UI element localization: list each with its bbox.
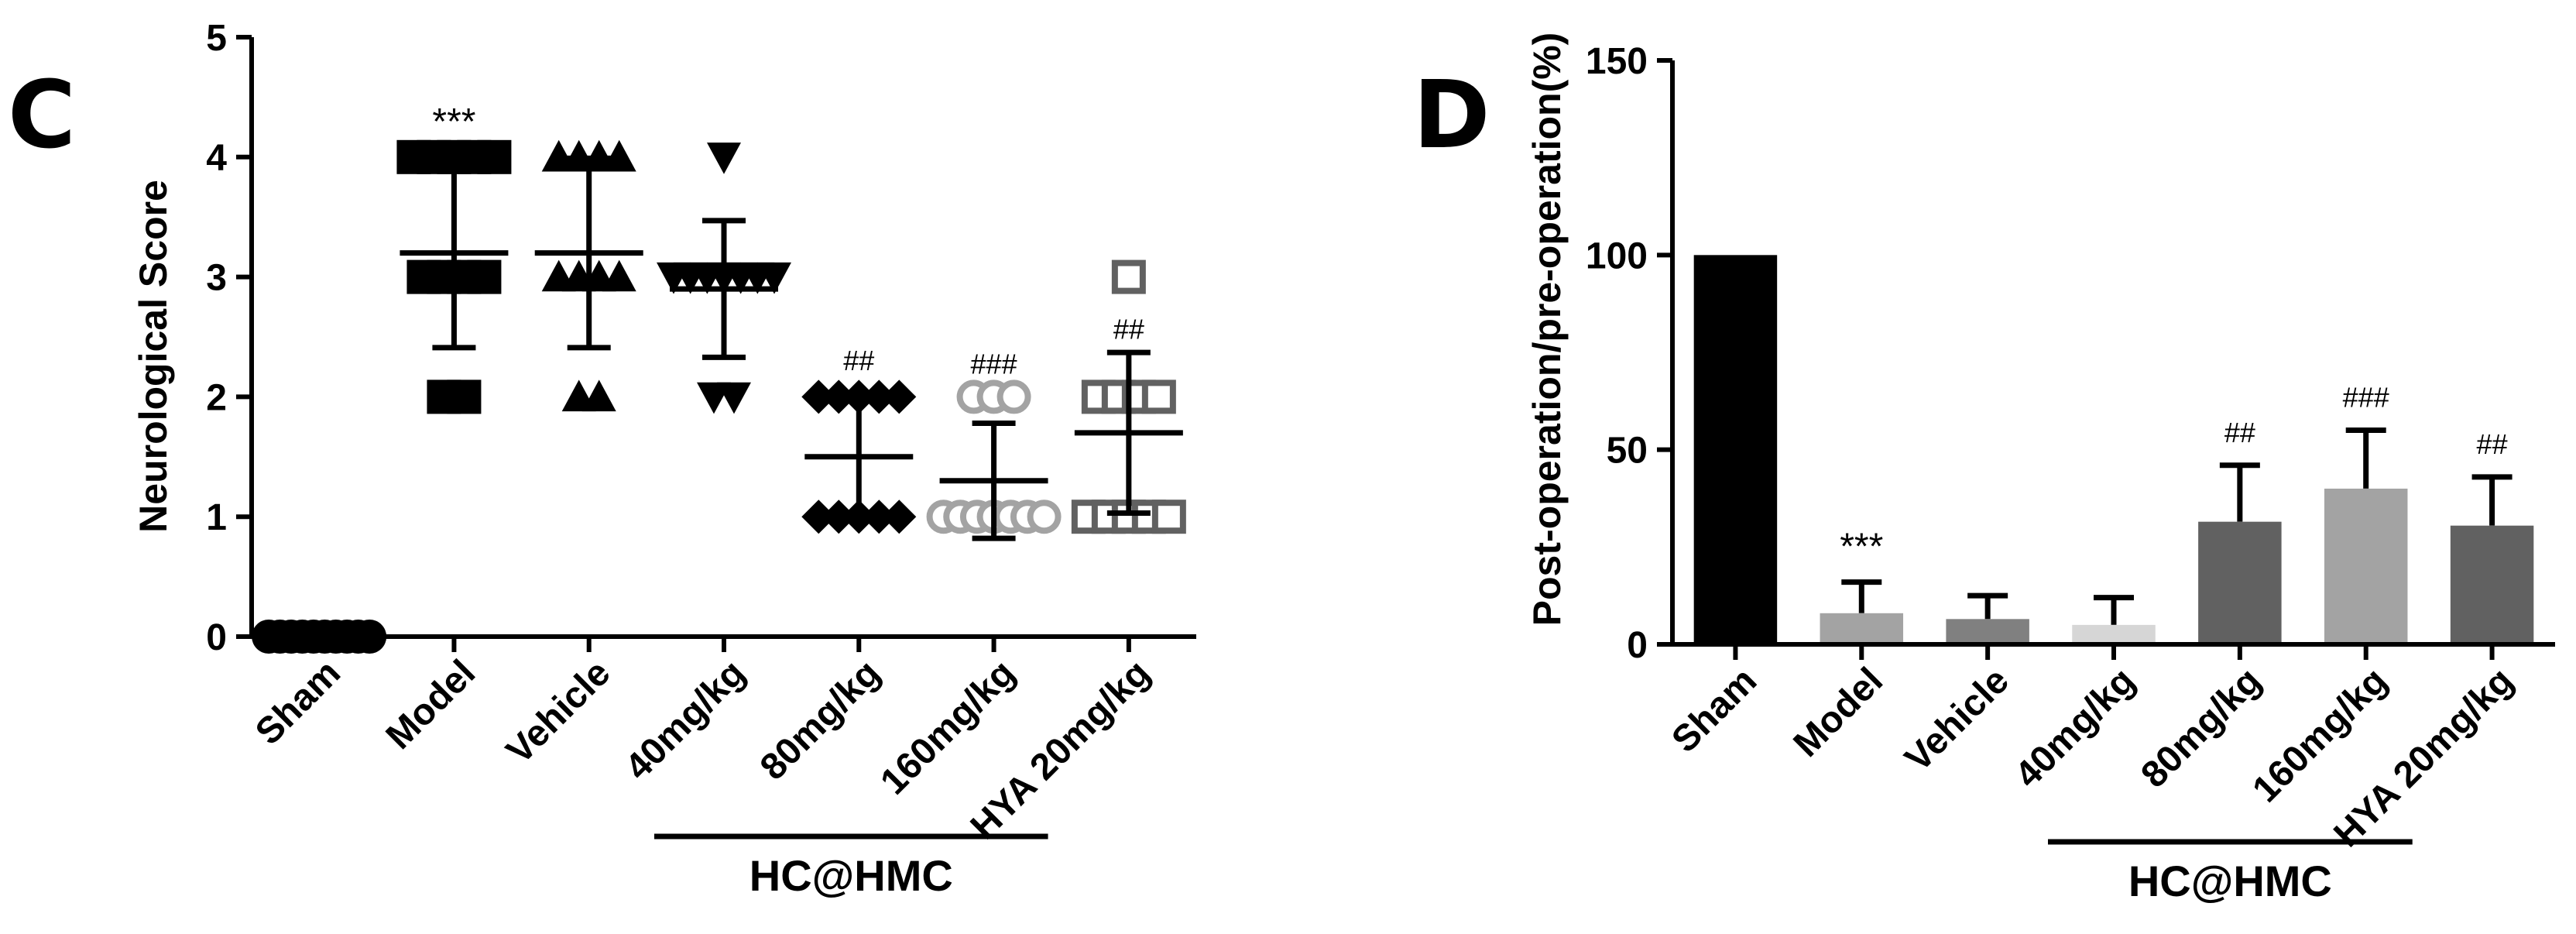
bar bbox=[2324, 488, 2408, 644]
bar bbox=[2198, 521, 2282, 644]
x-tick-label: 80mg/kg bbox=[2133, 660, 2269, 795]
significance-annotation: ### bbox=[2343, 382, 2389, 414]
data-point bbox=[801, 379, 836, 414]
group-label: HC@HMC bbox=[2128, 857, 2332, 905]
x-tick-label: Vehicle bbox=[1897, 660, 2016, 779]
y-axis-title: Post-operation/pre-operation(%) bbox=[1525, 33, 1569, 627]
data-point bbox=[477, 139, 512, 174]
panel-letter-c: C bbox=[8, 62, 76, 170]
y-tick-label: 3 bbox=[206, 258, 227, 299]
x-tick-label: Vehicle bbox=[499, 652, 618, 771]
bar bbox=[2450, 525, 2534, 644]
y-tick-label: 150 bbox=[1586, 41, 1648, 82]
x-tick-label: 40mg/kg bbox=[618, 652, 753, 788]
significance-annotation: *** bbox=[1840, 527, 1883, 568]
y-axis: 0 50 100 150 bbox=[1586, 41, 1675, 666]
data-point bbox=[707, 143, 741, 174]
bar bbox=[1946, 619, 2029, 644]
data-point bbox=[467, 259, 502, 294]
data-point bbox=[801, 500, 836, 534]
data-point bbox=[1151, 500, 1186, 534]
significance-annotation: ## bbox=[1113, 314, 1144, 345]
group-bracket: HC@HMC bbox=[2048, 839, 2413, 905]
bar-marks: ***####### bbox=[1693, 255, 2534, 644]
panel-c-neurological-score-chart: C Neurological Score 0 1 2 3 4 5 Sham Model Veh… bbox=[8, 18, 1196, 900]
y-axis-title: Neurological Score bbox=[132, 180, 175, 533]
y-tick-label: 4 bbox=[206, 138, 227, 179]
data-point bbox=[1111, 259, 1146, 294]
group-bracket: HC@HMC bbox=[654, 833, 1048, 900]
significance-annotation: ## bbox=[2477, 428, 2508, 460]
group-label: HC@HMC bbox=[749, 851, 953, 900]
y-tick-label: 5 bbox=[206, 18, 227, 59]
data-point bbox=[862, 379, 897, 414]
significance-annotation: *** bbox=[432, 101, 475, 143]
data-point bbox=[822, 500, 856, 534]
y-axis: 0 1 2 3 4 5 bbox=[206, 18, 254, 658]
bar bbox=[1820, 613, 1904, 644]
x-tick-label: Model bbox=[1786, 660, 1892, 765]
data-point bbox=[882, 500, 917, 534]
significance-annotation: ## bbox=[843, 345, 874, 376]
y-tick-label: 1 bbox=[206, 497, 227, 538]
data-point bbox=[1027, 500, 1062, 534]
data-point bbox=[717, 382, 751, 414]
data-point bbox=[822, 379, 856, 414]
data-point bbox=[581, 379, 616, 412]
significance-annotation: ## bbox=[2224, 417, 2255, 448]
significance-annotation: ### bbox=[971, 348, 1017, 379]
scatter-marks: ***## ##### bbox=[252, 101, 1186, 654]
bar bbox=[1693, 255, 1778, 644]
data-point bbox=[1141, 379, 1176, 414]
x-tick-label: Sham bbox=[248, 652, 348, 753]
panel-letter-d: D bbox=[1413, 62, 1490, 170]
x-tick-label: 40mg/kg bbox=[2008, 660, 2143, 795]
panel-d-bar-chart: D Post-operation/pre-operation(%) 0 50 100… bbox=[1413, 33, 2555, 905]
y-tick-label: 0 bbox=[1627, 625, 1648, 666]
y-tick-label: 50 bbox=[1607, 431, 1648, 472]
data-point bbox=[602, 139, 636, 172]
data-point bbox=[882, 379, 917, 414]
y-tick-label: 0 bbox=[206, 617, 227, 658]
data-point bbox=[996, 379, 1031, 414]
data-point bbox=[757, 262, 791, 294]
y-tick-label: 2 bbox=[206, 377, 227, 418]
x-tick-label: Model bbox=[379, 652, 484, 757]
data-point bbox=[602, 259, 636, 292]
y-tick-label: 100 bbox=[1586, 235, 1648, 276]
data-point bbox=[862, 500, 897, 534]
x-tick-label: Sham bbox=[1664, 660, 1765, 761]
bar bbox=[2072, 624, 2156, 644]
data-point bbox=[447, 379, 482, 414]
x-tick-label: 80mg/kg bbox=[753, 652, 888, 788]
